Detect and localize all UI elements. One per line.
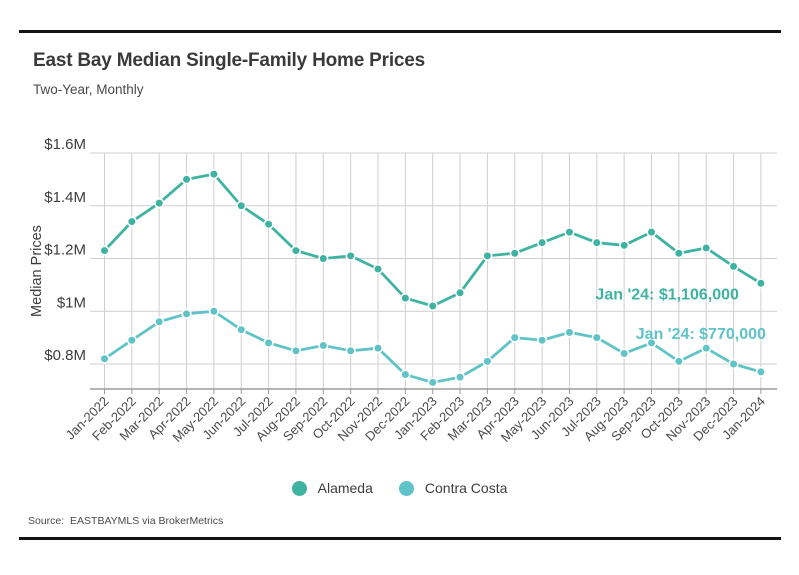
data-point-alameda xyxy=(454,287,466,298)
data-point-alameda xyxy=(154,198,165,209)
data-point-alameda xyxy=(646,227,657,238)
contra-costa-series-dot-icon xyxy=(398,480,414,496)
data-point-contra-costa xyxy=(755,366,767,378)
data-point-alameda xyxy=(372,263,384,275)
data-point-contra-costa xyxy=(482,356,493,367)
data-point-contra-costa xyxy=(619,348,630,359)
data-point-contra-costa xyxy=(701,343,712,354)
data-point-contra-costa xyxy=(208,306,219,317)
legend-item-alameda[interactable]: Alameda xyxy=(291,480,373,496)
data-point-alameda xyxy=(290,245,302,256)
data-point-contra-costa xyxy=(728,358,739,370)
data-point-contra-costa xyxy=(290,345,302,356)
data-point-contra-costa xyxy=(372,343,384,354)
legend-item-contra-costa[interactable]: Contra Costa xyxy=(398,480,508,496)
data-point-alameda xyxy=(701,242,712,254)
legend-label-contra-costa: Contra Costa xyxy=(424,480,508,496)
data-point-alameda xyxy=(509,248,520,259)
source-note: Source: EASTBAYMLS via BrokerMetrics xyxy=(28,515,224,527)
data-point-contra-costa xyxy=(509,332,520,343)
y-tick-label: $1M xyxy=(57,294,86,311)
data-point-contra-costa xyxy=(345,345,356,356)
data-point-contra-costa xyxy=(536,335,548,346)
data-point-contra-costa xyxy=(454,372,466,383)
data-point-contra-costa xyxy=(646,337,657,349)
data-point-contra-costa xyxy=(318,340,329,351)
data-point-alameda xyxy=(99,245,110,256)
data-point-alameda xyxy=(536,237,548,248)
annotation-alameda: Jan '24: $1,106,000 xyxy=(595,286,739,303)
data-point-contra-costa xyxy=(236,324,247,335)
legend: Alameda Contra Costa xyxy=(0,480,799,496)
data-point-contra-costa xyxy=(427,377,438,388)
data-point-contra-costa xyxy=(564,327,575,338)
data-point-contra-costa xyxy=(673,356,684,367)
data-point-alameda xyxy=(208,169,219,180)
chart-subtitle: Two-Year, Monthly xyxy=(33,82,144,97)
data-point-alameda xyxy=(263,219,274,230)
data-point-contra-costa xyxy=(126,335,137,346)
data-point-contra-costa xyxy=(99,353,110,364)
data-point-alameda xyxy=(673,248,684,259)
data-point-alameda xyxy=(591,237,602,248)
top-divider xyxy=(19,30,781,33)
y-tick-label: $1.2M xyxy=(44,242,86,259)
data-point-contra-costa xyxy=(591,332,602,343)
data-point-alameda xyxy=(564,227,575,238)
data-point-alameda xyxy=(728,261,739,272)
data-point-alameda xyxy=(345,250,356,261)
legend-label-alameda: Alameda xyxy=(317,480,373,496)
data-point-alameda xyxy=(482,250,493,261)
data-point-contra-costa xyxy=(181,308,192,319)
y-tick-label: $0.8M xyxy=(44,347,86,364)
data-point-alameda xyxy=(318,253,329,264)
data-point-contra-costa xyxy=(154,316,165,327)
y-tick-label: $1.4M xyxy=(44,189,86,206)
data-point-alameda xyxy=(755,278,767,289)
data-point-alameda xyxy=(181,174,192,185)
y-axis-title: Median Prices xyxy=(29,225,45,317)
data-point-alameda xyxy=(126,216,137,227)
data-point-alameda xyxy=(236,200,247,211)
y-tick-label: $1.6M xyxy=(44,136,86,153)
data-point-alameda xyxy=(400,292,411,304)
alameda-series-dot-icon xyxy=(291,480,307,496)
data-point-contra-costa xyxy=(400,369,411,380)
bottom-divider xyxy=(19,537,781,540)
data-point-alameda xyxy=(427,300,438,312)
data-point-contra-costa xyxy=(263,337,274,349)
annotation-contra-costa: Jan '24: $770,000 xyxy=(636,326,766,343)
data-point-alameda xyxy=(619,240,630,251)
chart-title: East Bay Median Single-Family Home Price… xyxy=(33,50,425,71)
